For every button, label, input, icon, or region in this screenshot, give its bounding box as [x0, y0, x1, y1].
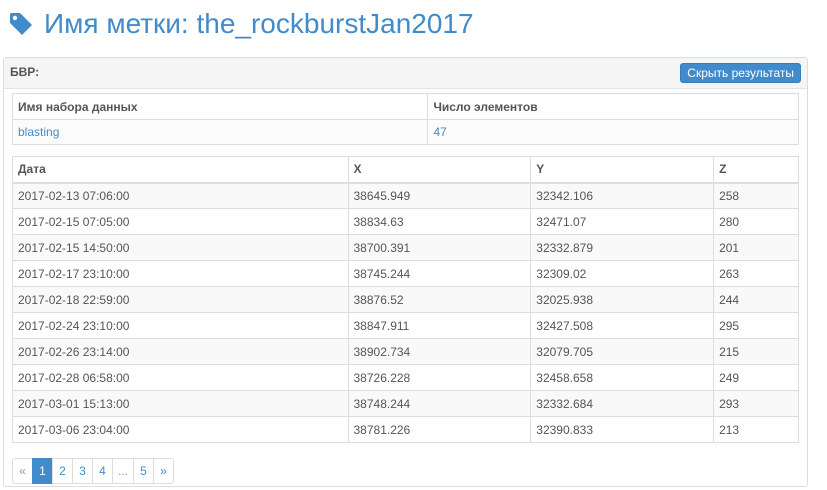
x-cell: 38781.226 — [347, 416, 532, 443]
dataset-link[interactable]: blasting — [18, 125, 60, 139]
date-cell: 2017-02-15 07:05:00 — [12, 208, 349, 235]
data-table: Дата X Y Z 2017-02-13 07:06:00 38645.949 3… — [12, 156, 799, 443]
table-row: 2017-02-18 22:59:00 38876.52 32025.938 244 — [12, 286, 799, 313]
date-cell: 2017-02-24 23:10:00 — [12, 312, 349, 339]
page-ellipsis: ... — [112, 458, 135, 484]
page-header: Имя метки: the_rockburstJan2017 — [8, 4, 474, 44]
table-row: 2017-02-15 14:50:00 38700.391 32332.879 201 — [12, 234, 799, 261]
panel-label: БВР: — [10, 65, 40, 79]
results-panel: БВР: Скрыть результаты Имя набора данных… — [3, 57, 808, 487]
z-cell: 263 — [713, 260, 799, 287]
column-header-z[interactable]: Z — [713, 156, 799, 184]
x-cell: 38876.52 — [347, 286, 532, 313]
column-header: Число элементов — [427, 93, 799, 120]
column-header-date[interactable]: Дата — [12, 156, 349, 184]
y-cell: 32309.02 — [530, 260, 715, 287]
z-cell: 213 — [713, 416, 799, 443]
y-cell: 32427.508 — [530, 312, 715, 339]
z-cell: 249 — [713, 364, 799, 391]
tag-icon — [10, 13, 32, 35]
table-row: 2017-03-01 15:13:00 38748.244 32332.684 293 — [12, 390, 799, 417]
column-header-y[interactable]: Y — [530, 156, 715, 184]
panel-heading: БВР: Скрыть результаты — [4, 58, 807, 89]
x-cell: 38700.391 — [347, 234, 532, 261]
page-3-button[interactable]: 3 — [72, 458, 93, 484]
page-4-button[interactable]: 4 — [92, 458, 113, 484]
date-cell: 2017-02-13 07:06:00 — [12, 182, 349, 209]
pagination: «1 2 3 4... 5» — [12, 458, 175, 484]
dataset-name-cell: blasting — [11, 119, 429, 145]
y-cell: 32025.938 — [530, 286, 715, 313]
next-page-button[interactable]: » — [153, 458, 175, 484]
table-header-row: Дата X Y Z — [12, 156, 799, 184]
date-cell: 2017-02-18 22:59:00 — [12, 286, 349, 313]
x-cell: 38748.244 — [347, 390, 532, 417]
date-cell: 2017-02-15 14:50:00 — [12, 234, 349, 261]
y-cell: 32471.07 — [530, 208, 715, 235]
table-header-row: Имя набора данных Число элементов — [11, 93, 799, 120]
z-cell: 244 — [713, 286, 799, 313]
dataset-table: Имя набора данных Число элементов blasti… — [11, 93, 799, 145]
date-cell: 2017-03-01 15:13:00 — [12, 390, 349, 417]
date-cell: 2017-02-26 23:14:00 — [12, 338, 349, 365]
date-cell: 2017-03-06 23:04:00 — [12, 416, 349, 443]
y-cell: 32332.879 — [530, 234, 715, 261]
z-cell: 280 — [713, 208, 799, 235]
table-row: 2017-02-28 06:58:00 38726.228 32458.658 249 — [12, 364, 799, 391]
table-row: 2017-02-17 23:10:00 38745.244 32309.02 263 — [12, 260, 799, 287]
page-5-button[interactable]: 5 — [133, 458, 155, 484]
table-row: 2017-02-13 07:06:00 38645.949 32342.106 258 — [12, 182, 799, 209]
z-cell: 293 — [713, 390, 799, 417]
z-cell: 201 — [713, 234, 799, 261]
y-cell: 32458.658 — [530, 364, 715, 391]
y-cell: 32342.106 — [530, 182, 715, 209]
z-cell: 215 — [713, 338, 799, 365]
x-cell: 38745.244 — [347, 260, 532, 287]
date-cell: 2017-02-17 23:10:00 — [12, 260, 349, 287]
x-cell: 38902.734 — [347, 338, 532, 365]
hide-results-button[interactable]: Скрыть результаты — [680, 63, 801, 83]
column-header-x[interactable]: X — [347, 156, 532, 184]
z-cell: 295 — [713, 312, 799, 339]
date-cell: 2017-02-28 06:58:00 — [12, 364, 349, 391]
table-row: 2017-02-26 23:14:00 38902.734 32079.705 215 — [12, 338, 799, 365]
y-cell: 32332.684 — [530, 390, 715, 417]
y-cell: 32390.833 — [530, 416, 715, 443]
table-row: 2017-02-15 07:05:00 38834.63 32471.07 280 — [12, 208, 799, 235]
x-cell: 38645.949 — [347, 182, 532, 209]
x-cell: 38834.63 — [347, 208, 532, 235]
page-2-button[interactable]: 2 — [52, 458, 73, 484]
table-row: 2017-02-24 23:10:00 38847.911 32427.508 295 — [12, 312, 799, 339]
page-title: Имя метки: the_rockburstJan2017 — [44, 8, 474, 39]
dataset-count-cell: 47 — [427, 119, 799, 145]
page-1-button[interactable]: 1 — [32, 458, 53, 484]
z-cell: 258 — [713, 182, 799, 209]
y-cell: 32079.705 — [530, 338, 715, 365]
x-cell: 38847.911 — [347, 312, 532, 339]
table-row: blasting 47 — [11, 119, 799, 145]
column-header: Имя набора данных — [11, 93, 429, 120]
x-cell: 38726.228 — [347, 364, 532, 391]
prev-page-button: « — [12, 458, 33, 484]
table-row: 2017-03-06 23:04:00 38781.226 32390.833 213 — [12, 416, 799, 443]
dataset-count-link[interactable]: 47 — [433, 125, 447, 139]
